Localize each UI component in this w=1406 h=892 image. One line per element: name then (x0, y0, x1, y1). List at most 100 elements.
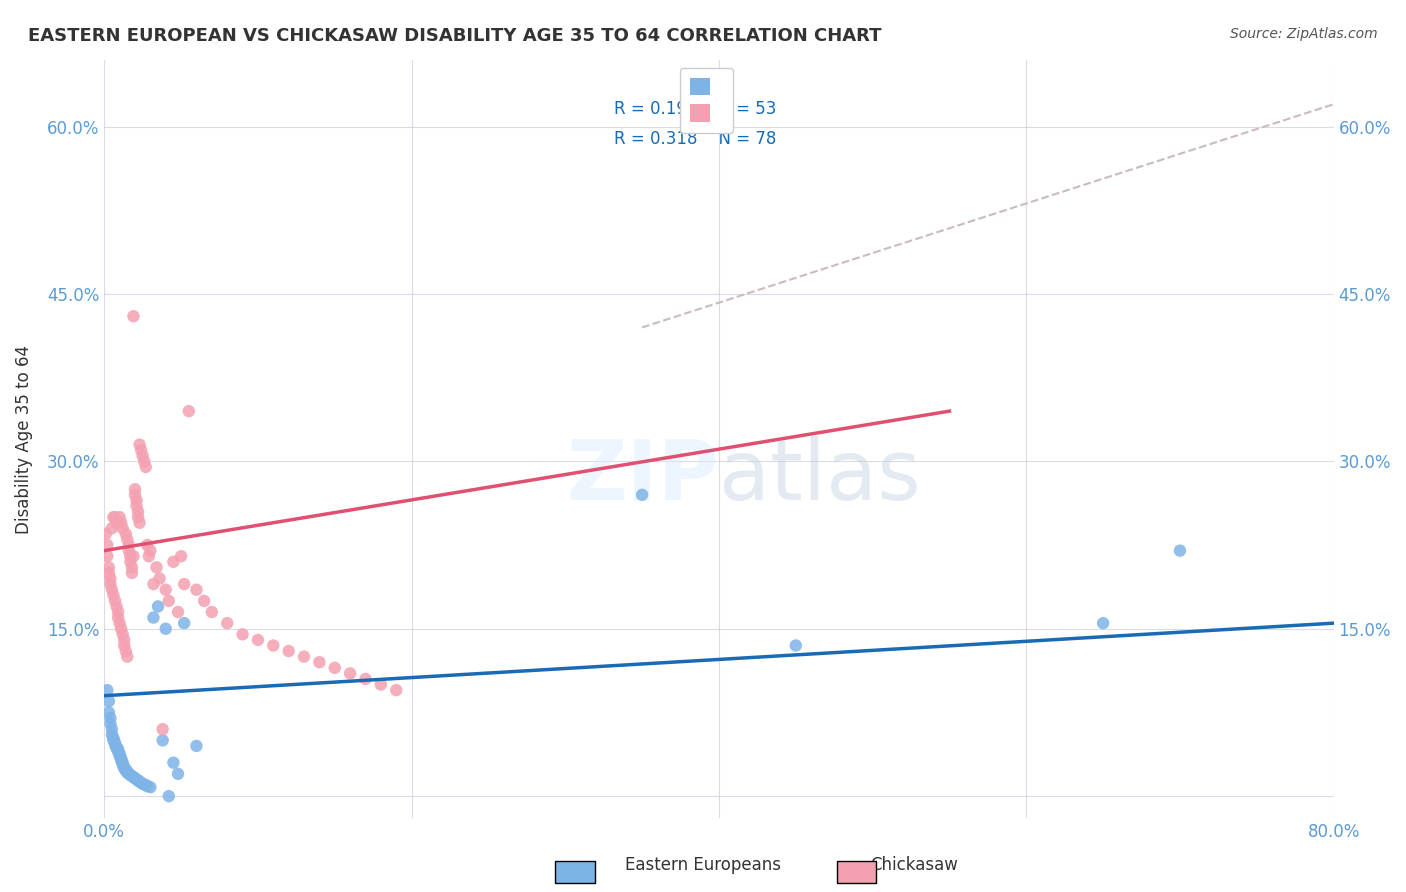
Point (121, 560, 143, 574)
Point (104, 510, 127, 524)
Point (117, 649, 139, 664)
Point (354, 672, 377, 686)
Point (120, 555, 142, 569)
Point (97, 560, 120, 574)
Point (232, 627, 254, 641)
Y-axis label: Disability Age 35 to 64: Disability Age 35 to 64 (15, 344, 32, 533)
Point (246, 632, 269, 647)
Point (135, 459, 157, 474)
Point (100, 711, 122, 725)
Point (96, 683, 118, 698)
Point (308, 655, 330, 669)
Point (142, 577, 165, 591)
Point (100, 577, 122, 591)
Point (128, 437, 150, 451)
Point (121, 566, 143, 580)
Point (114, 763, 136, 777)
Point (110, 753, 132, 767)
Point (139, 780, 162, 795)
Point (177, 404, 200, 418)
Point (1092, 616, 1115, 631)
Point (131, 777, 153, 791)
Point (173, 577, 195, 591)
Point (110, 751, 132, 765)
Point (103, 731, 125, 745)
Point (111, 758, 134, 772)
Point (323, 661, 346, 675)
Point (142, 610, 165, 624)
Point (97, 566, 120, 580)
Text: ZIP: ZIP (567, 436, 718, 517)
Point (117, 533, 139, 547)
Point (110, 516, 132, 530)
Point (120, 549, 142, 564)
Point (112, 761, 135, 775)
Point (104, 735, 127, 749)
Point (127, 510, 149, 524)
Point (167, 767, 190, 781)
Point (339, 666, 361, 681)
Point (120, 768, 142, 782)
Point (118, 538, 141, 552)
Point (108, 747, 131, 761)
Point (117, 765, 139, 780)
FancyBboxPatch shape (837, 861, 876, 883)
Point (121, 769, 143, 783)
Point (108, 616, 131, 631)
Point (125, 772, 148, 787)
Point (107, 744, 129, 758)
Point (201, 605, 224, 619)
Point (111, 521, 134, 535)
Point (173, 616, 195, 631)
Point (104, 594, 127, 608)
Point (145, 560, 167, 574)
Point (157, 594, 180, 608)
Point (157, 789, 180, 804)
Point (94, 527, 117, 541)
Point (152, 733, 174, 747)
Text: Eastern Europeans: Eastern Europeans (626, 856, 780, 874)
Point (134, 454, 156, 468)
Point (107, 605, 129, 619)
Point (100, 716, 122, 731)
Point (103, 588, 125, 602)
Point (162, 756, 184, 770)
Point (105, 741, 128, 756)
Point (103, 510, 125, 524)
Text: Chickasaw: Chickasaw (870, 856, 957, 874)
Text: atlas: atlas (718, 436, 921, 517)
Point (118, 543, 141, 558)
Text: EASTERN EUROPEAN VS CHICKASAW DISABILITY AGE 35 TO 64 CORRELATION CHART: EASTERN EUROPEAN VS CHICKASAW DISABILITY… (28, 27, 882, 45)
Point (124, 488, 146, 502)
Point (101, 728, 124, 742)
Point (124, 772, 146, 786)
Point (103, 733, 125, 747)
Text: Source: ZipAtlas.com: Source: ZipAtlas.com (1230, 27, 1378, 41)
Point (124, 482, 146, 496)
Point (125, 499, 148, 513)
Point (96, 549, 118, 564)
Point (97, 706, 120, 720)
Point (127, 773, 149, 788)
Point (112, 632, 135, 647)
Point (631, 488, 654, 502)
Point (111, 756, 134, 770)
Point (1168, 543, 1191, 558)
Point (128, 516, 150, 530)
Point (122, 310, 145, 324)
Point (108, 748, 131, 763)
Point (146, 599, 169, 614)
Point (155, 622, 177, 636)
Point (107, 742, 129, 756)
Point (108, 510, 131, 524)
Point (117, 764, 139, 779)
Point (122, 770, 145, 784)
Point (162, 555, 184, 569)
Point (186, 582, 208, 597)
Point (167, 605, 190, 619)
Point (105, 599, 128, 614)
Point (111, 627, 134, 641)
Point (101, 722, 124, 736)
Point (127, 505, 149, 519)
Point (152, 722, 174, 736)
